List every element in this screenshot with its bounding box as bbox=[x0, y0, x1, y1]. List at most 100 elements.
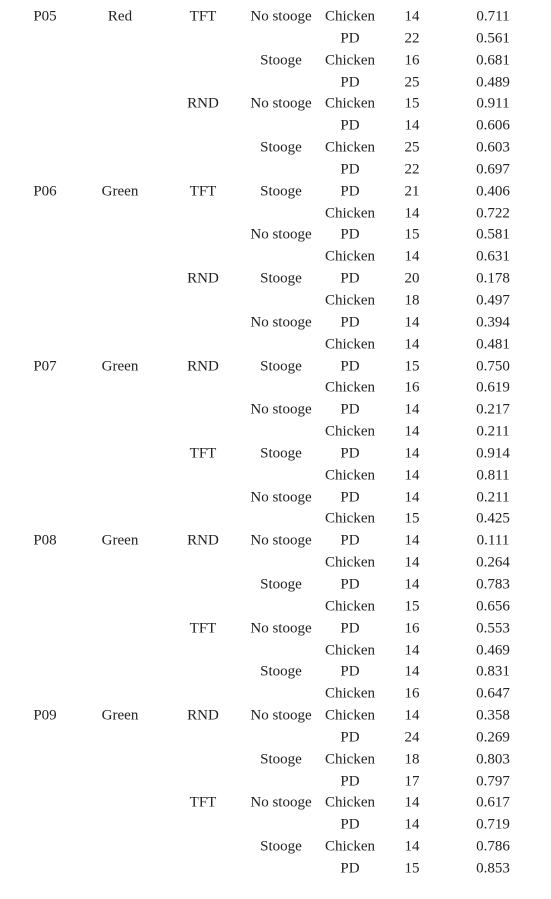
cell-n: 14 bbox=[404, 401, 420, 418]
cell-value: 0.489 bbox=[476, 74, 510, 91]
cell-game: Chicken bbox=[325, 248, 375, 265]
cell-game: Chicken bbox=[325, 794, 375, 811]
cell-game: PD bbox=[340, 620, 360, 637]
cell-game: Chicken bbox=[325, 598, 375, 615]
cell-color: Green bbox=[101, 707, 139, 724]
cell-participant: P07 bbox=[33, 358, 57, 375]
cell-game: Chicken bbox=[325, 554, 375, 571]
cell-value: 0.178 bbox=[476, 270, 510, 287]
cell-condition: Stooge bbox=[260, 663, 302, 680]
cell-value: 0.831 bbox=[476, 663, 510, 680]
cell-n: 15 bbox=[404, 510, 420, 527]
cell-n: 25 bbox=[404, 139, 420, 156]
cell-condition: No stooge bbox=[250, 707, 312, 724]
cell-n: 14 bbox=[404, 642, 420, 659]
cell-value: 0.617 bbox=[476, 794, 510, 811]
cell-condition: Stooge bbox=[260, 838, 302, 855]
cell-n: 14 bbox=[404, 336, 420, 353]
cell-color: Green bbox=[101, 532, 139, 549]
cell-n: 14 bbox=[404, 794, 420, 811]
cell-condition: No stooge bbox=[250, 95, 312, 112]
cell-value: 0.217 bbox=[476, 401, 510, 418]
cell-n: 21 bbox=[404, 183, 420, 200]
cell-n: 15 bbox=[404, 95, 420, 112]
cell-n: 14 bbox=[404, 532, 420, 549]
cell-n: 17 bbox=[404, 773, 420, 790]
cell-condition: No stooge bbox=[250, 532, 312, 549]
cell-game: PD bbox=[340, 117, 360, 134]
cell-n: 14 bbox=[404, 576, 420, 593]
cell-value: 0.911 bbox=[476, 95, 510, 112]
cell-n: 14 bbox=[404, 816, 420, 833]
cell-n: 14 bbox=[404, 445, 420, 462]
cell-color: Green bbox=[101, 183, 139, 200]
cell-game: PD bbox=[340, 30, 360, 47]
cell-n: 14 bbox=[404, 554, 420, 571]
cell-n: 24 bbox=[404, 729, 420, 746]
cell-game: PD bbox=[340, 816, 360, 833]
cell-value: 0.722 bbox=[476, 205, 510, 222]
cell-value: 0.750 bbox=[476, 358, 510, 375]
cell-strategy: TFT bbox=[189, 183, 217, 200]
cell-n: 18 bbox=[404, 292, 420, 309]
cell-n: 14 bbox=[404, 8, 420, 25]
cell-game: Chicken bbox=[325, 95, 375, 112]
cell-condition: Stooge bbox=[260, 183, 302, 200]
cell-strategy: RND bbox=[187, 270, 219, 287]
cell-n: 15 bbox=[404, 598, 420, 615]
cell-n: 14 bbox=[404, 205, 420, 222]
cell-game: Chicken bbox=[325, 8, 375, 25]
cell-condition: Stooge bbox=[260, 139, 302, 156]
cell-condition: No stooge bbox=[250, 489, 312, 506]
cell-game: Chicken bbox=[325, 336, 375, 353]
cell-game: Chicken bbox=[325, 510, 375, 527]
cell-value: 0.803 bbox=[476, 751, 510, 768]
cell-value: 0.603 bbox=[476, 139, 510, 156]
cell-game: Chicken bbox=[325, 52, 375, 69]
cell-value: 0.394 bbox=[476, 314, 510, 331]
cell-strategy: TFT bbox=[189, 794, 217, 811]
cell-n: 14 bbox=[404, 489, 420, 506]
cell-value: 0.797 bbox=[476, 773, 510, 790]
cell-n: 16 bbox=[404, 379, 420, 396]
cell-strategy: RND bbox=[187, 707, 219, 724]
cell-value: 0.914 bbox=[476, 445, 510, 462]
cell-value: 0.269 bbox=[476, 729, 510, 746]
cell-condition: No stooge bbox=[250, 794, 312, 811]
cell-color: Red bbox=[107, 8, 133, 25]
cell-condition: No stooge bbox=[250, 8, 312, 25]
cell-value: 0.631 bbox=[476, 248, 510, 265]
cell-value: 0.561 bbox=[476, 30, 510, 47]
cell-game: Chicken bbox=[325, 707, 375, 724]
cell-game: Chicken bbox=[325, 205, 375, 222]
cell-value: 0.481 bbox=[476, 336, 510, 353]
cell-game: PD bbox=[340, 576, 360, 593]
cell-game: PD bbox=[340, 489, 360, 506]
cell-value: 0.783 bbox=[476, 576, 510, 593]
cell-condition: No stooge bbox=[250, 226, 312, 243]
cell-game: PD bbox=[340, 270, 360, 287]
cell-game: PD bbox=[340, 183, 360, 200]
cell-n: 18 bbox=[404, 751, 420, 768]
cell-game: PD bbox=[340, 663, 360, 680]
cell-n: 22 bbox=[404, 161, 420, 178]
cell-value: 0.853 bbox=[476, 860, 510, 877]
cell-game: Chicken bbox=[325, 292, 375, 309]
cell-value: 0.786 bbox=[476, 838, 510, 855]
cell-participant: P09 bbox=[33, 707, 57, 724]
cell-participant: P05 bbox=[33, 8, 57, 25]
cell-value: 0.469 bbox=[476, 642, 510, 659]
cell-n: 22 bbox=[404, 30, 420, 47]
cell-game: PD bbox=[340, 161, 360, 178]
cell-game: PD bbox=[340, 532, 360, 549]
cell-value: 0.406 bbox=[476, 183, 510, 200]
cell-strategy: RND bbox=[187, 95, 219, 112]
cell-n: 14 bbox=[404, 707, 420, 724]
cell-participant: P08 bbox=[33, 532, 57, 549]
cell-strategy: RND bbox=[187, 358, 219, 375]
cell-value: 0.497 bbox=[476, 292, 510, 309]
cell-strategy: RND bbox=[187, 532, 219, 549]
cell-game: Chicken bbox=[325, 467, 375, 484]
cell-game: PD bbox=[340, 226, 360, 243]
cell-value: 0.719 bbox=[476, 816, 510, 833]
